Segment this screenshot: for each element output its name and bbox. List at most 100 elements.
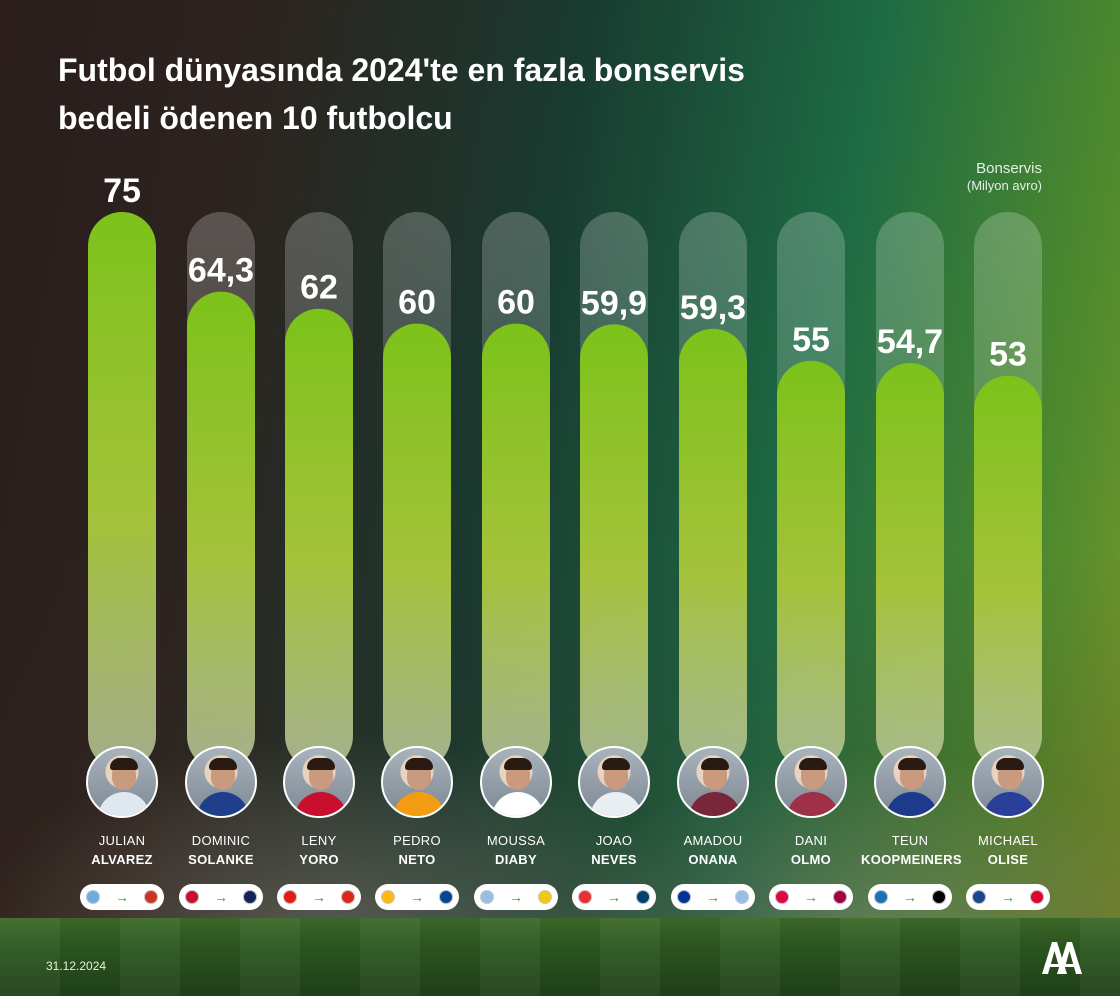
player-kit bbox=[886, 792, 938, 816]
chart-title: Futbol dünyasında 2024'te en fazla bonse… bbox=[58, 46, 958, 142]
player-name: PEDRO NETO bbox=[368, 831, 466, 869]
player-first-name: MICHAEL bbox=[978, 833, 1038, 848]
bar-value-label: 75 bbox=[103, 172, 141, 210]
unit-label-line-2: (Milyon avro) bbox=[966, 178, 1042, 193]
player-first-name: JOAO bbox=[595, 833, 633, 848]
tottenham-icon bbox=[241, 888, 259, 906]
arrow-right-icon: → bbox=[509, 889, 523, 905]
player-name: DOMINIC SOLANKE bbox=[172, 831, 270, 869]
psg-icon bbox=[634, 888, 652, 906]
bar-value-label: 60 bbox=[497, 284, 535, 322]
chart-title-line-2: bedeli ödenen 10 futbolcu bbox=[58, 100, 453, 136]
player-photo bbox=[972, 746, 1044, 818]
player-photo bbox=[480, 746, 552, 818]
player-hair bbox=[898, 758, 926, 770]
aston-villa-icon bbox=[478, 888, 496, 906]
logo-text: AA bbox=[1062, 974, 1064, 976]
player-hair bbox=[405, 758, 433, 770]
chart-title-line-1: Futbol dünyasında 2024'te en fazla bonse… bbox=[58, 52, 745, 88]
bar-1 bbox=[88, 212, 156, 770]
player-first-name: JULIAN bbox=[98, 833, 146, 848]
arrow-right-icon: → bbox=[312, 889, 326, 905]
player-last-name: NETO bbox=[398, 852, 436, 867]
bar-value-label: 59,9 bbox=[581, 284, 647, 322]
transfer-badge: → bbox=[277, 884, 361, 910]
bar-9 bbox=[876, 363, 944, 770]
player-kit bbox=[197, 792, 249, 816]
player-last-name: SOLANKE bbox=[188, 852, 254, 867]
publish-date: 31.12.2024 bbox=[46, 959, 107, 973]
player-hair bbox=[799, 758, 827, 770]
player-hair bbox=[701, 758, 729, 770]
arrow-right-icon: → bbox=[115, 889, 129, 905]
player-last-name: ONANA bbox=[688, 852, 738, 867]
player-photo bbox=[86, 746, 158, 818]
bayern-munich-icon bbox=[1028, 888, 1046, 906]
aston-villa-icon bbox=[733, 888, 751, 906]
player-kit bbox=[590, 792, 642, 816]
rb-leipzig-icon bbox=[773, 888, 791, 906]
player-first-name: PEDRO bbox=[393, 833, 441, 848]
player-name: LENY YORO bbox=[270, 831, 368, 869]
player-last-name: YORO bbox=[299, 852, 339, 867]
player-hair bbox=[110, 758, 138, 770]
bar-7 bbox=[679, 328, 747, 770]
bournemouth-icon bbox=[183, 888, 201, 906]
bar-4 bbox=[383, 323, 451, 770]
barcelona-icon bbox=[831, 888, 849, 906]
transfer-badge: → bbox=[179, 884, 263, 910]
bar-2 bbox=[187, 291, 255, 770]
bar-value-label: 55 bbox=[792, 321, 830, 359]
arrow-right-icon: → bbox=[804, 889, 818, 905]
everton-icon bbox=[675, 888, 693, 906]
player-kit bbox=[787, 792, 839, 816]
player-hair bbox=[209, 758, 237, 770]
player-last-name: DIABY bbox=[495, 852, 537, 867]
chelsea-icon bbox=[437, 888, 455, 906]
transfer-badge: → bbox=[868, 884, 952, 910]
player-first-name: AMADOU bbox=[683, 833, 743, 848]
arrow-right-icon: → bbox=[706, 889, 720, 905]
player-first-name: DOMINIC bbox=[191, 833, 251, 848]
crystal-palace-icon bbox=[970, 888, 988, 906]
atletico-madrid-icon bbox=[142, 888, 160, 906]
player-kit bbox=[689, 792, 741, 816]
lille-icon bbox=[281, 888, 299, 906]
player-photo bbox=[283, 746, 355, 818]
wolves-icon bbox=[379, 888, 397, 906]
player-name: MICHAEL OLISE bbox=[959, 831, 1057, 869]
bar-value-label: 60 bbox=[398, 284, 436, 322]
player-kit bbox=[98, 792, 150, 816]
player-last-name: KOOPMEINERS bbox=[861, 852, 962, 867]
player-name: AMADOU ONANA bbox=[664, 831, 762, 869]
unit-label: Bonservis (Milyon avro) bbox=[967, 160, 1042, 194]
arrow-right-icon: → bbox=[903, 889, 917, 905]
player-kit bbox=[393, 792, 445, 816]
arrow-right-icon: → bbox=[607, 889, 621, 905]
arrow-right-icon: → bbox=[1001, 889, 1015, 905]
player-last-name: ALVAREZ bbox=[91, 852, 153, 867]
player-photo bbox=[381, 746, 453, 818]
player-hair bbox=[602, 758, 630, 770]
bar-6 bbox=[580, 324, 648, 770]
player-kit bbox=[984, 792, 1036, 816]
atalanta-icon bbox=[872, 888, 890, 906]
player-name: DANI OLMO bbox=[762, 831, 860, 869]
bar-3 bbox=[285, 308, 353, 770]
player-last-name: NEVES bbox=[591, 852, 637, 867]
player-kit bbox=[295, 792, 347, 816]
unit-label-line-1: Bonservis bbox=[976, 160, 1042, 177]
bar-10 bbox=[974, 375, 1042, 770]
player-kit bbox=[492, 792, 544, 816]
player-last-name: OLISE bbox=[987, 852, 1029, 867]
player-photo bbox=[775, 746, 847, 818]
arrow-right-icon: → bbox=[410, 889, 424, 905]
pitch-turf bbox=[0, 918, 1120, 996]
bar-value-label: 59,3 bbox=[680, 289, 746, 327]
player-first-name: LENY bbox=[301, 833, 337, 848]
transfer-badge: → bbox=[572, 884, 656, 910]
arrow-right-icon: → bbox=[214, 889, 228, 905]
player-name: JOAO NEVES bbox=[565, 831, 663, 869]
transfer-badge: → bbox=[375, 884, 459, 910]
